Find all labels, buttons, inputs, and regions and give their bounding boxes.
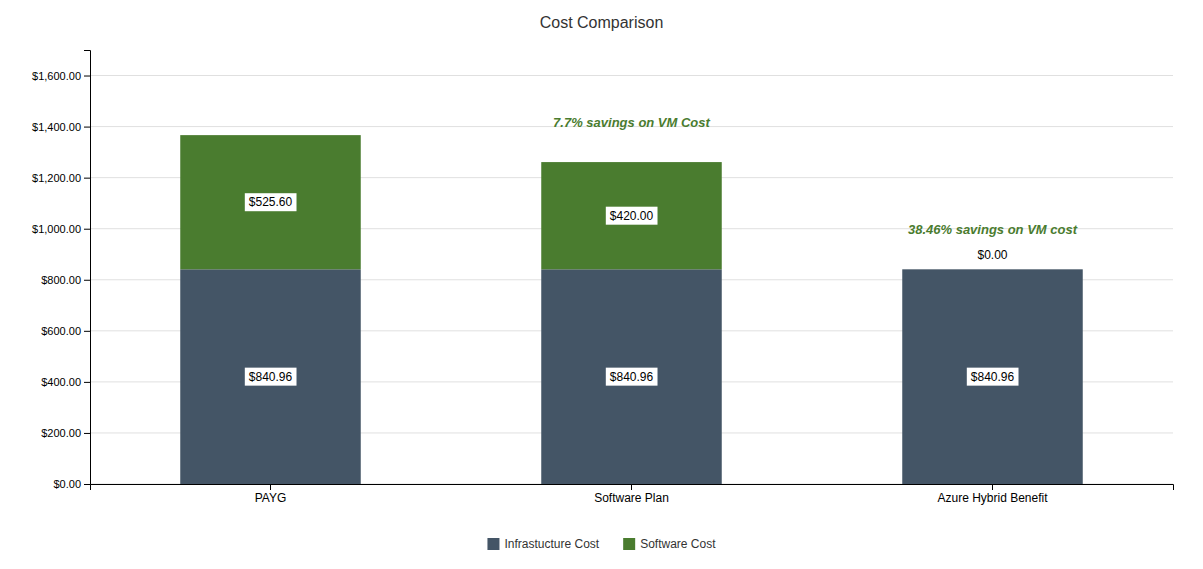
grid-line [90,75,1173,76]
annotations: 7.7% savings on VM Cost 38.46% savings on… [553,115,1078,237]
x-tick-label: Azure Hybrid Benefit [937,491,1048,505]
grid [90,76,1173,484]
bar [180,135,361,269]
data-labels: $840.96 $840.96 $840.96 $525.60 $420.00 $0.00 [245,193,1019,385]
annotation: 7.7% savings on VM Cost [553,115,710,130]
y-tick-mark [84,76,90,77]
y-tick: $600.00 [41,325,90,337]
label-box [967,368,1019,386]
data-label: $840.96 [610,370,654,384]
y-tick-mark [84,229,90,230]
label-box [606,207,658,225]
legend-item: Software Cost [623,537,716,551]
y-tick: $1,600.00 [32,70,90,82]
y-tick-mark [84,433,90,434]
x-tick-mark [631,484,632,490]
bars [180,135,1083,484]
data-label: $840.96 [249,370,293,384]
y-axis-line [84,51,91,485]
bar [541,162,722,269]
y-tick-label: $1,400.00 [32,121,81,133]
x-tick-mark [992,484,993,490]
x-tick-mark [270,484,271,490]
x-tick: Azure Hybrid Benefit [937,484,1048,505]
y-tick-mark [84,127,90,128]
label-box [245,368,297,386]
x-tick-label: Software Plan [594,491,669,505]
y-tick-label: $800.00 [41,274,81,286]
label-box [973,246,1011,264]
x-tick: Software Plan [594,484,669,505]
y-tick-mark [84,484,90,485]
y-tick-label: $0.00 [53,478,81,490]
y-tick: $0.00 [53,478,90,490]
data-label: $420.00 [610,209,654,223]
legend: Infrastucture Cost Software Cost [487,537,716,551]
data-label: $525.60 [249,195,293,209]
y-tick: $1,400.00 [32,121,90,133]
data-label-group: $0.00 [973,246,1011,264]
legend-label: Software Cost [640,537,716,551]
y-tick-label: $1,000.00 [32,223,81,235]
y-tick: $200.00 [41,427,90,439]
y-tick: $800.00 [41,274,90,286]
y-tick-label: $1,200.00 [32,172,81,184]
legend-swatch [487,538,499,550]
data-label-group: $840.96 [245,368,297,386]
bar [180,269,361,484]
title: Cost Comparison [540,14,664,31]
data-label: $0.00 [977,248,1007,262]
y-tick: $400.00 [41,376,90,388]
y-tick: $1,000.00 [32,223,90,235]
y-tick-label: $1,600.00 [32,70,81,82]
bar [902,269,1083,270]
y-tick-label: $400.00 [41,376,81,388]
y-tick: $1,200.00 [32,172,90,184]
chart: Cost Comparison $0.00 $200.00 $400.00 $600.0… [0,0,1203,569]
data-label-group: $525.60 [245,193,297,211]
y-tick-mark [84,280,90,281]
data-label-group: $420.00 [606,207,658,225]
legend-swatch [623,538,635,550]
label-box [606,368,658,386]
y-tick-mark [84,382,90,383]
label-box [245,193,297,211]
legend-item: Infrastucture Cost [487,537,599,551]
bar [902,269,1083,484]
x-axis: PAYG Software Plan Azure Hybrid Benefit [91,484,1174,505]
plot: $0.00 $200.00 $400.00 $600.00 $800.00 $1,000.… [32,51,1173,505]
x-tick: PAYG [255,484,287,505]
y-tick-mark [84,178,90,179]
y-tick-label: $200.00 [41,427,81,439]
data-label-group: $840.96 [606,368,658,386]
data-label-group: $840.96 [967,368,1019,386]
y-tick-mark [84,331,90,332]
x-tick-label: PAYG [255,491,287,505]
annotation: 38.46% savings on VM cost [908,222,1078,237]
y-tick-label: $600.00 [41,325,81,337]
x-axis-line [91,485,1174,491]
y-axis: $0.00 $200.00 $400.00 $600.00 $800.00 $1,000.… [32,51,90,491]
bar [541,269,722,484]
legend-label: Infrastucture Cost [504,537,599,551]
data-label: $840.96 [971,370,1015,384]
